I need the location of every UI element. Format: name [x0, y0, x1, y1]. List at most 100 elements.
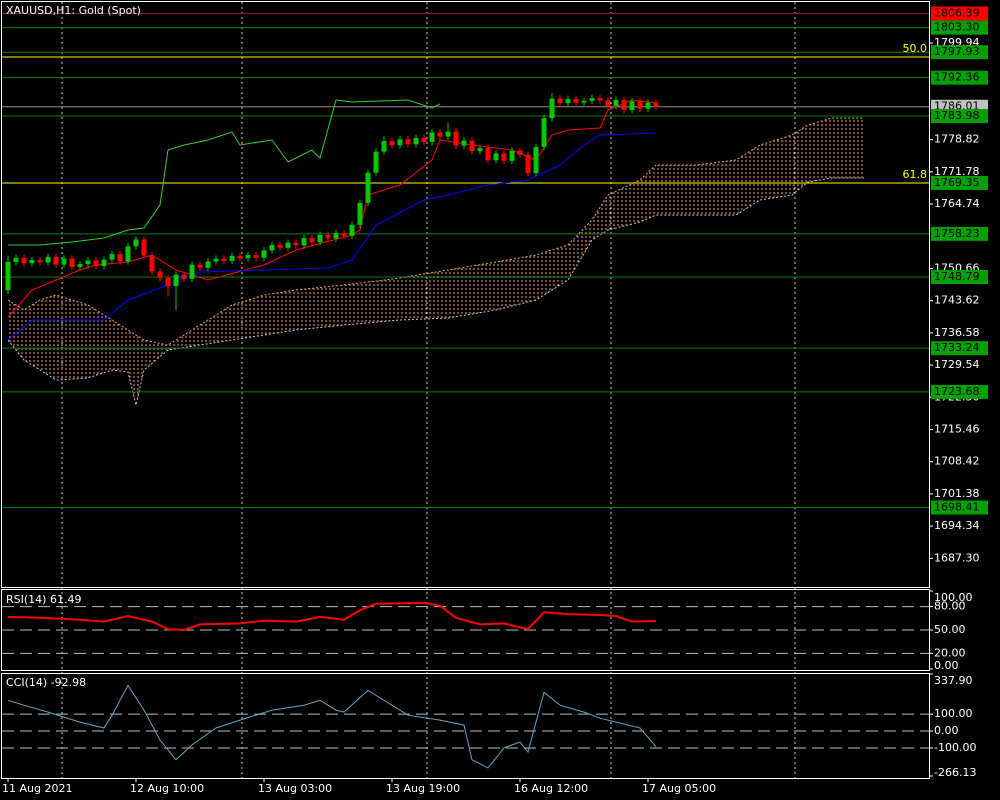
y-tick-label: 1687.30 — [934, 551, 980, 564]
candle-body — [29, 260, 35, 264]
candle-body — [125, 246, 131, 262]
candle-body — [245, 255, 251, 259]
level-box — [931, 226, 988, 241]
y-tick-label: 1778.82 — [934, 133, 980, 146]
candle-body — [573, 99, 579, 103]
indicator-line — [7, 132, 657, 341]
candle-body — [317, 234, 323, 243]
indicator-line — [7, 684, 657, 769]
plot-layer — [2, 12, 933, 782]
candle-body — [637, 101, 643, 109]
panel-frames — [1, 1, 930, 779]
level-box — [931, 270, 988, 285]
level-box — [931, 70, 988, 85]
candle-body — [53, 256, 59, 265]
candle-body — [493, 153, 499, 161]
candle-body — [381, 141, 387, 152]
senkou-span-b — [7, 177, 864, 406]
x-tick-label: 13 Aug 03:00 — [258, 782, 332, 795]
level-label: 1698.41 — [934, 501, 980, 514]
y-tick-label: -266.13 — [934, 766, 976, 779]
y-tick-label: 1729.54 — [934, 358, 980, 371]
candle-body — [429, 132, 435, 143]
candle-body — [197, 264, 203, 268]
x-tick-label: 17 Aug 05:00 — [642, 782, 716, 795]
senkou-span-a — [7, 117, 864, 346]
candle-body — [325, 234, 331, 239]
candle-body — [613, 99, 619, 106]
candle-body — [133, 239, 139, 247]
candle-body — [157, 271, 163, 278]
indicator-line — [7, 99, 657, 318]
candle-body — [501, 153, 507, 161]
candle-body — [517, 150, 523, 155]
level-label: 1723.68 — [934, 385, 980, 398]
candle-body — [45, 256, 51, 263]
candle-body — [181, 274, 187, 279]
candle-body — [469, 140, 475, 152]
candle-body — [253, 255, 259, 258]
candle-body — [61, 258, 67, 265]
y-tick-label: 1715.46 — [934, 423, 980, 436]
fib-label: 50.0 — [903, 42, 928, 55]
candle-body — [645, 102, 651, 109]
candle-body — [405, 139, 411, 145]
candle-body — [565, 99, 571, 104]
candle-body — [365, 172, 371, 203]
x-tick-label: 16 Aug 12:00 — [514, 782, 588, 795]
candle-body — [117, 254, 123, 262]
y-tick-label: 100.00 — [934, 591, 973, 604]
level-box — [931, 175, 988, 190]
candle-body — [341, 233, 347, 236]
level-label: 1748.79 — [934, 270, 980, 283]
level-box — [931, 45, 988, 60]
x-tick-label: 13 Aug 19:00 — [386, 782, 460, 795]
candle-body — [445, 131, 451, 137]
candle-body — [237, 255, 243, 259]
candle-body — [437, 132, 443, 137]
candle-body — [13, 257, 19, 262]
candle-body — [109, 254, 115, 260]
candle-body — [581, 100, 587, 103]
ichimoku-cloud — [8, 118, 864, 405]
y-tick-label: 0.00 — [934, 724, 959, 737]
level-box — [931, 20, 988, 35]
candle-body — [605, 100, 611, 106]
candle-body — [421, 137, 427, 143]
y-tick-label: 1694.34 — [934, 519, 980, 532]
y-tick-label: 1764.74 — [934, 197, 980, 210]
candle-body — [357, 202, 363, 225]
candle-body — [621, 99, 627, 110]
level-label: 1792.36 — [934, 71, 980, 84]
candle-body — [69, 258, 75, 267]
candle-body — [269, 244, 275, 251]
y-tick-label: 1736.58 — [934, 326, 980, 339]
candle-body — [549, 98, 555, 119]
candle-body — [5, 261, 11, 291]
level-label: 1769.35 — [934, 176, 980, 189]
level-label: 1806.39 — [934, 6, 980, 19]
candle-body — [525, 154, 531, 174]
candle-body — [261, 250, 267, 258]
y-tick-label: 1771.78 — [934, 165, 980, 178]
candle-body — [101, 259, 107, 266]
candle-body — [293, 242, 299, 246]
candle-body — [373, 151, 379, 173]
candle-body — [461, 140, 467, 146]
candle-body — [485, 147, 491, 161]
level-label: 1783.98 — [934, 109, 980, 122]
candle-body — [93, 260, 99, 266]
level-label: 1733.24 — [934, 341, 980, 354]
x-tick-label: 11 Aug 2021 — [2, 782, 72, 795]
candle-body — [541, 118, 547, 148]
candle-body — [221, 258, 227, 261]
level-box — [931, 384, 988, 399]
candle-body — [309, 238, 315, 243]
level-label: 1758.23 — [934, 227, 980, 240]
candle-body — [653, 102, 659, 107]
y-tick-label: -100.00 — [934, 741, 976, 754]
x-tick-label: 12 Aug 10:00 — [130, 782, 204, 795]
indicator-line — [8, 99, 441, 246]
